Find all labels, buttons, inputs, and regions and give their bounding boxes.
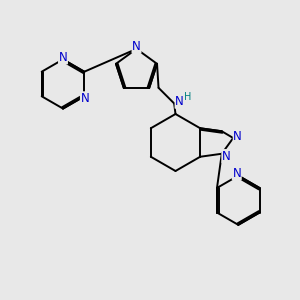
Text: N: N [233, 130, 242, 143]
Text: N: N [58, 51, 68, 64]
Text: N: N [232, 167, 241, 180]
Text: N: N [80, 92, 89, 105]
Text: N: N [175, 95, 184, 108]
Text: H: H [184, 92, 191, 102]
Text: N: N [132, 40, 141, 53]
Text: N: N [222, 150, 231, 163]
